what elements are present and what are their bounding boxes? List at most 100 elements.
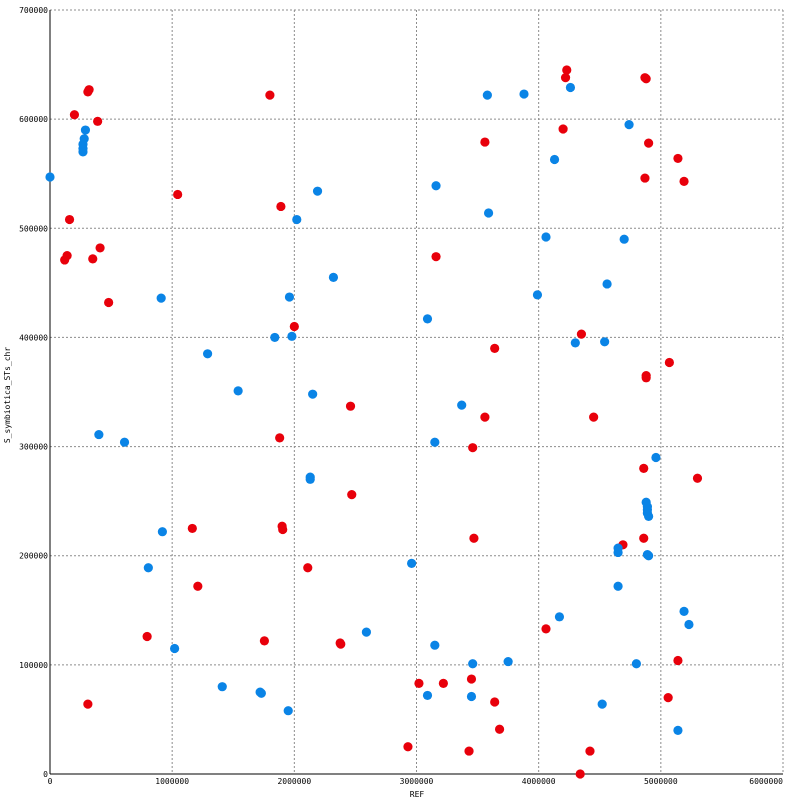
data-point	[576, 329, 587, 339]
y-tick-label: 300000	[19, 443, 48, 452]
data-point	[480, 412, 490, 422]
data-point	[651, 452, 661, 463]
data-point	[305, 474, 315, 484]
data-point	[119, 437, 130, 447]
data-point	[83, 699, 93, 709]
x-tick-label: 3000000	[400, 777, 434, 786]
data-point	[345, 401, 356, 411]
data-points	[45, 65, 703, 779]
data-point	[464, 746, 474, 756]
data-point	[541, 232, 551, 242]
data-point	[422, 314, 433, 324]
data-point	[93, 116, 103, 126]
data-point	[142, 631, 152, 642]
series-1	[45, 82, 694, 735]
series-0	[60, 65, 703, 779]
data-point	[45, 172, 55, 182]
y-tick-label: 400000	[19, 333, 48, 342]
data-point	[328, 272, 339, 282]
data-point	[466, 691, 477, 702]
data-point	[69, 110, 80, 120]
data-point	[466, 674, 477, 684]
data-point	[95, 243, 105, 253]
data-point	[303, 563, 313, 573]
tick-labels: 0 1000000 2000000 3000000 4000000 5000000 6000…	[19, 6, 783, 786]
data-point	[679, 176, 689, 186]
data-point	[558, 124, 568, 134]
data-point	[64, 214, 75, 225]
data-point	[602, 279, 612, 289]
data-point	[624, 120, 634, 130]
x-tick-label: 0	[48, 777, 53, 786]
data-point	[157, 527, 167, 537]
data-point	[217, 682, 227, 692]
data-point	[94, 429, 104, 440]
data-point	[644, 511, 654, 522]
x-tick-label: 1000000	[155, 777, 189, 786]
grid-lines	[50, 9, 784, 774]
data-point	[570, 338, 580, 348]
data-point	[143, 563, 153, 573]
data-point	[173, 189, 183, 200]
data-point	[532, 290, 543, 300]
data-point	[692, 473, 703, 483]
data-point	[619, 234, 629, 244]
data-point	[60, 255, 70, 265]
data-point	[565, 82, 576, 93]
data-point	[431, 181, 441, 191]
data-point	[640, 173, 650, 183]
data-point	[361, 627, 372, 637]
data-point	[483, 208, 494, 218]
data-point	[673, 655, 683, 666]
data-point	[284, 292, 295, 302]
data-point	[631, 659, 642, 669]
data-point	[644, 138, 654, 148]
data-point	[468, 443, 478, 453]
data-point	[490, 697, 500, 707]
data-point	[270, 332, 280, 343]
data-point	[575, 769, 585, 779]
data-point	[414, 678, 424, 689]
data-point	[278, 524, 288, 535]
data-point	[233, 386, 243, 396]
axes	[49, 10, 783, 775]
y-axis-title: S_symbiotica_STs_chr	[3, 347, 12, 444]
data-point	[276, 201, 286, 212]
y-tick-label: 600000	[19, 115, 48, 124]
x-axis-title: REF	[410, 790, 425, 799]
data-point	[430, 640, 440, 650]
data-point	[403, 742, 413, 752]
data-point	[265, 90, 275, 100]
data-point	[639, 463, 649, 473]
x-tick-label: 2000000	[277, 777, 311, 786]
y-tick-label: 500000	[19, 224, 48, 233]
data-point	[259, 636, 270, 646]
data-point	[597, 699, 607, 709]
data-point	[308, 389, 318, 399]
data-point	[80, 125, 91, 135]
y-tick-label: 100000	[19, 661, 48, 670]
data-point	[664, 357, 674, 368]
data-point	[613, 547, 623, 558]
data-point	[170, 643, 180, 654]
data-point	[468, 659, 478, 669]
data-point	[256, 688, 266, 698]
data-point	[673, 153, 683, 164]
data-point	[644, 551, 654, 561]
data-point	[312, 186, 323, 196]
data-point	[104, 297, 114, 308]
data-point	[641, 373, 651, 383]
data-point	[541, 624, 551, 634]
data-point	[663, 693, 673, 703]
data-point	[407, 558, 417, 568]
data-point	[639, 533, 649, 543]
x-tick-label: 6000000	[749, 777, 783, 786]
data-point	[187, 523, 197, 534]
data-point	[494, 724, 505, 734]
y-tick-label: 0	[43, 770, 48, 779]
data-point	[673, 725, 683, 735]
data-point	[156, 293, 166, 303]
data-point	[482, 90, 492, 100]
data-point	[438, 678, 448, 689]
